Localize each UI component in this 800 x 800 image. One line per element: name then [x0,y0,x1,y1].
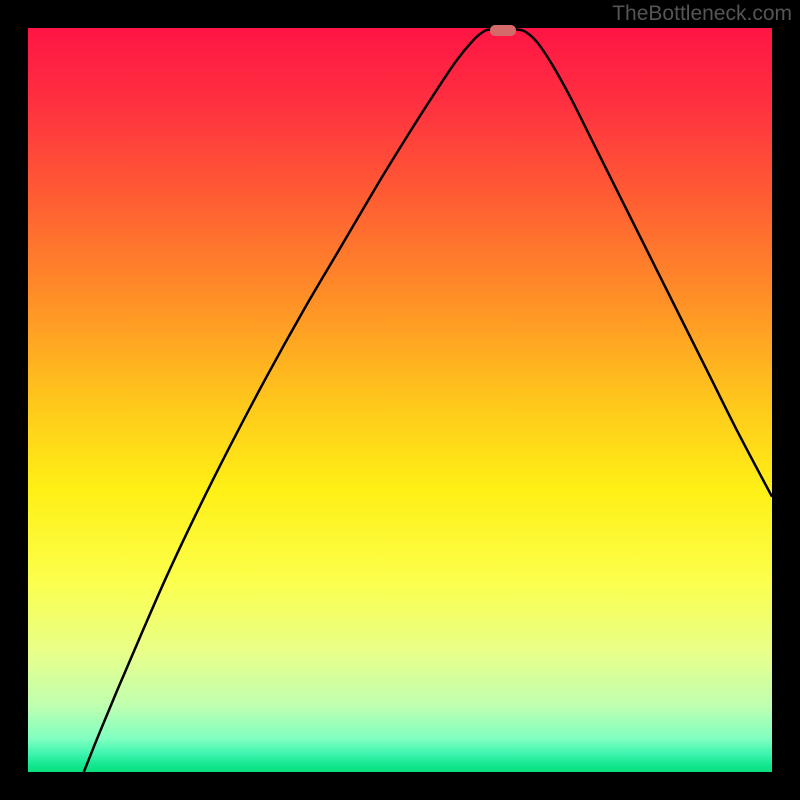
curve [28,28,772,772]
valley-marker [490,25,516,36]
plot-area [28,28,772,772]
watermark-text: TheBottleneck.com [612,2,792,26]
chart-canvas: TheBottleneck.com [0,0,800,800]
